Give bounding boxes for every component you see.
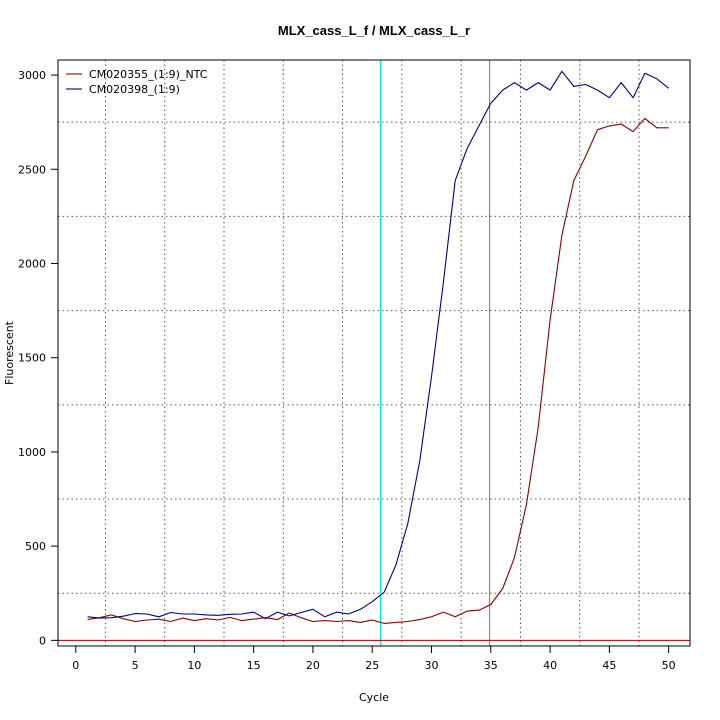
y-tick-label: 0: [39, 634, 46, 647]
legend-label-1: CM020355_(1:9)_NTC: [89, 68, 208, 81]
y-tick-label: 1500: [18, 352, 46, 365]
grid-layer: [58, 60, 690, 646]
x-tick-label: 20: [306, 659, 320, 672]
y-tick-label: 2000: [18, 257, 46, 270]
y-tick-label: 1000: [18, 446, 46, 459]
legend: CM020355_(1:9)_NTC CM020398_(1:9): [66, 68, 208, 96]
y-tick-label: 3000: [18, 69, 46, 82]
y-tick-label: 500: [25, 540, 46, 553]
x-tick-label: 5: [132, 659, 139, 672]
x-tick-label: 45: [602, 659, 616, 672]
x-tick-label: 35: [484, 659, 498, 672]
y-axis-label: Fluorescent: [3, 320, 16, 385]
x-axis-label: Cycle: [359, 691, 389, 704]
series-line-2: [87, 70, 670, 620]
x-tick-label: 0: [72, 659, 79, 672]
y-axis: 0 500 1000 1500 2000 2500 3000: [18, 69, 59, 647]
x-tick-label: 25: [365, 659, 379, 672]
x-tick-label: 50: [662, 659, 676, 672]
plot-frame: [57, 59, 691, 647]
x-axis: 0 5 10 15 20 25 30 35 40 45 50: [72, 645, 676, 672]
x-tick-label: 40: [543, 659, 557, 672]
y-tick-label: 2500: [18, 163, 46, 176]
series-line-1: [87, 117, 669, 624]
series-layer: [87, 70, 670, 624]
chart-title: MLX_cass_L_f / MLX_cass_L_r: [278, 23, 470, 38]
x-tick-label: 30: [425, 659, 439, 672]
x-tick-label: 15: [247, 659, 261, 672]
legend-label-2: CM020398_(1:9): [89, 83, 180, 96]
x-tick-label: 10: [187, 659, 201, 672]
reference-lines-layer: [58, 60, 690, 646]
